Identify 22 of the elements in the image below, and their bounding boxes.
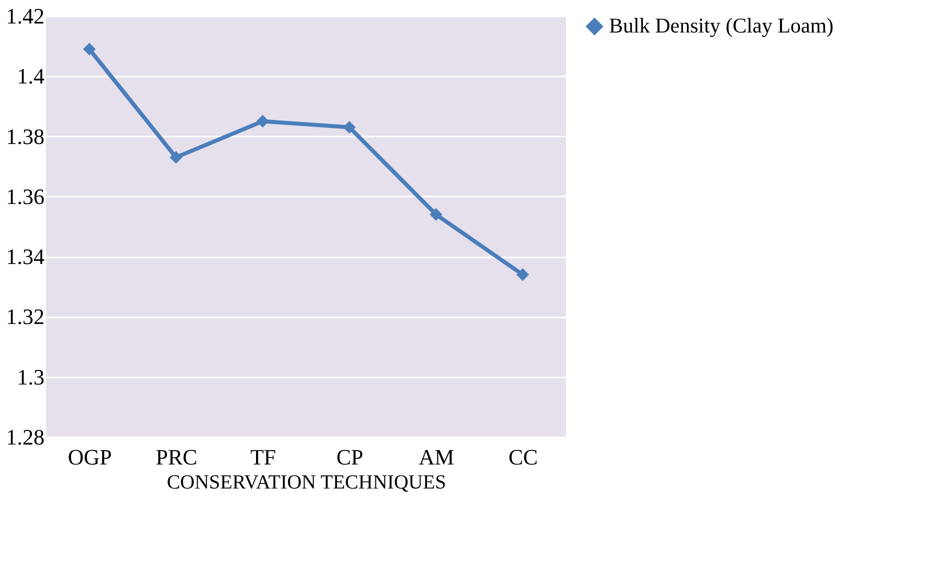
x-tick-label: OGP [68,444,112,470]
x-tick-label: CP [336,444,364,470]
x-axis-title: CONSERVATION TECHNIQUES [166,472,446,494]
x-tick-label: PRC [156,444,198,470]
y-tick-label: 1.38 [6,124,44,149]
x-tick-label: AM [418,444,454,470]
legend-label: Bulk Density (Clay Loam) [609,14,834,38]
y-tick-label: 1.34 [6,244,44,270]
y-tick-label: 1.32 [6,304,44,330]
point [430,208,442,221]
y-tick-label: 1.3 [17,364,44,390]
y-tick-label: 1.36 [6,184,44,209]
y-tick-label: 1.28 [6,424,44,450]
point [256,114,269,128]
point [343,120,356,134]
y-tick-label: 1.42 [6,4,44,28]
point [516,268,529,281]
x-tick-label: CC [508,444,538,470]
x-tick-label: TF [250,444,276,470]
y-tick-label: 1.4 [17,64,44,89]
point [170,151,182,164]
point [83,42,96,56]
